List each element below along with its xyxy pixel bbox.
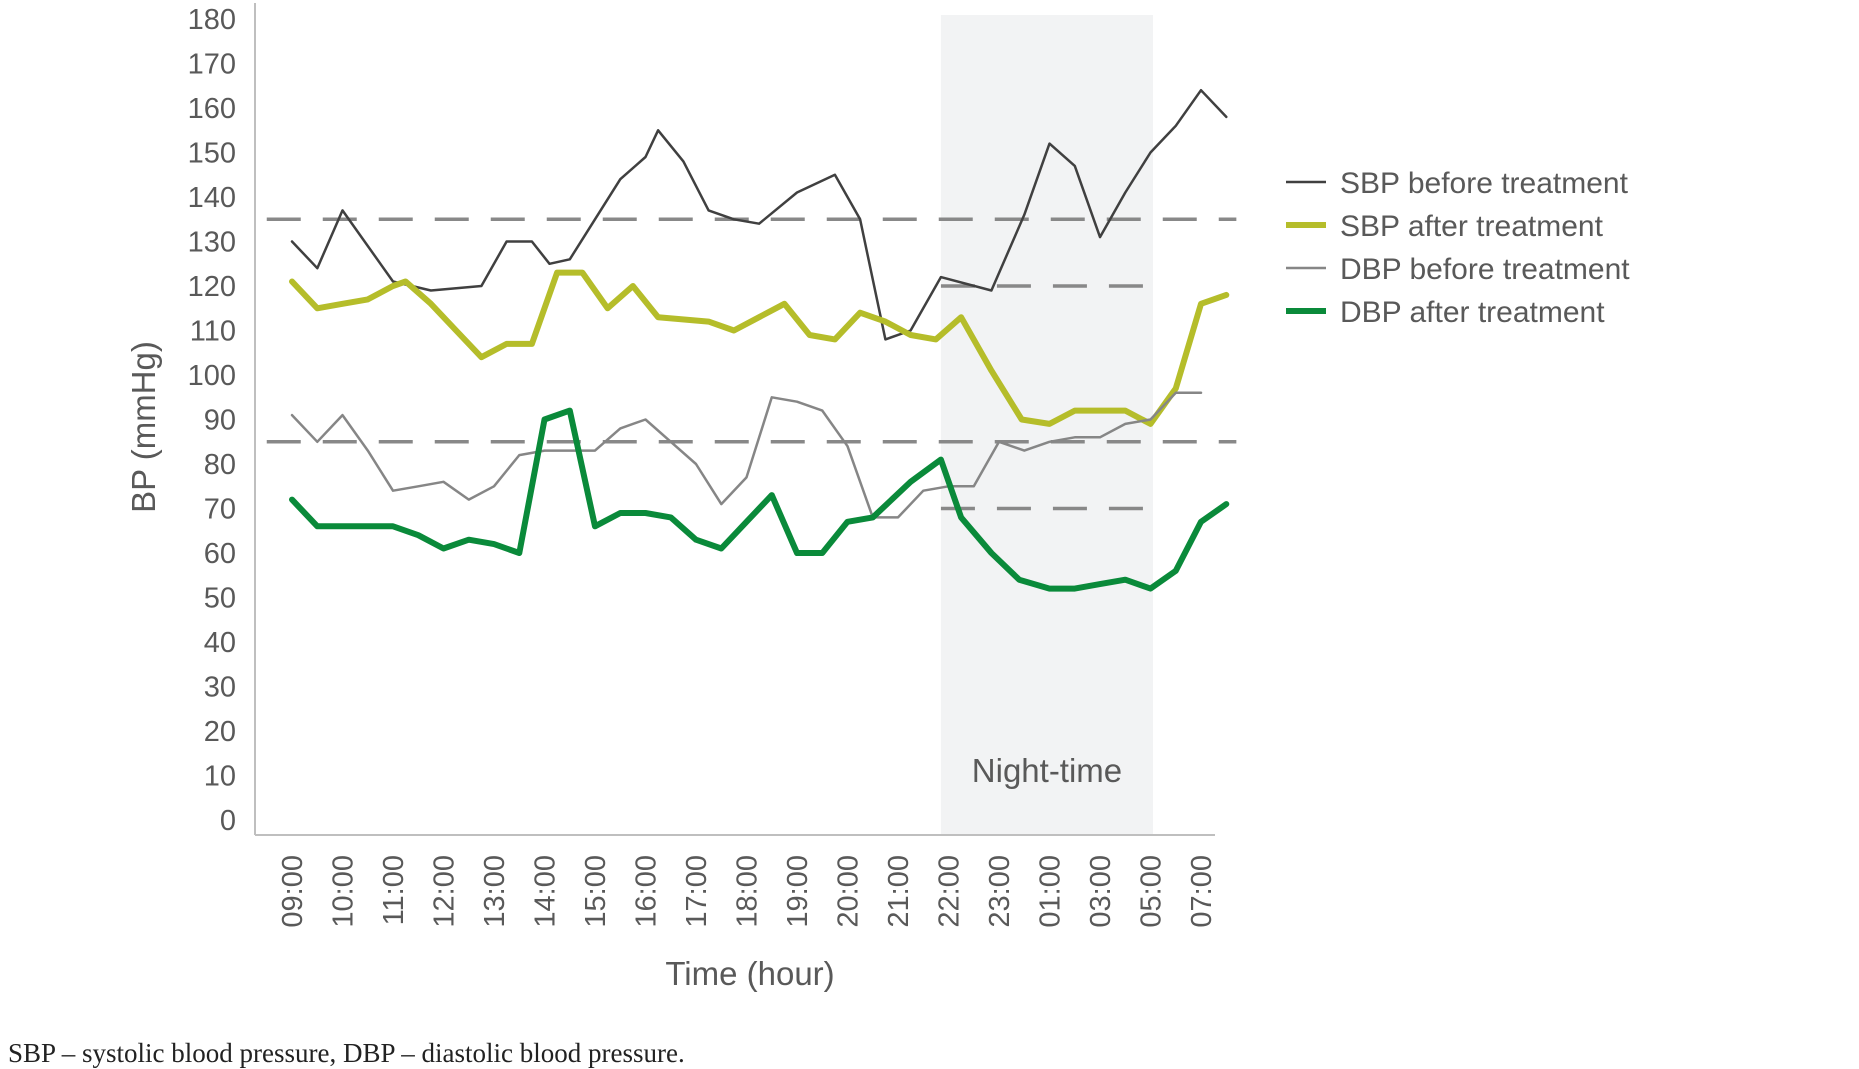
legend-label: SBP after treatment [1340, 210, 1604, 243]
y-tick-label: 170 [188, 49, 236, 81]
reference-lines [266, 217, 1237, 511]
y-tick-label: 50 [204, 583, 236, 615]
x-tick-label: 22:00 [934, 855, 966, 928]
x-tick-label: 20:00 [833, 855, 865, 928]
y-tick-label: 110 [190, 316, 236, 348]
y-tick-label: 40 [204, 627, 236, 659]
y-tick-label: 0 [220, 805, 236, 837]
y-tick-label: 70 [204, 494, 236, 526]
y-axis-ticks: 0 10 20 30 40 50 60 70 80 90 100 110 120 130 140 150 160… [188, 4, 236, 837]
x-axis-title: Time (hour) [665, 955, 834, 992]
x-tick-label: 11:00 [378, 855, 410, 925]
series-line-sbp-after-treatment [289, 269, 1230, 427]
y-tick-label: 10 [204, 761, 236, 793]
y-axis-title: BP (mmHg) [125, 341, 162, 513]
night-time-label: Night-time [972, 752, 1122, 789]
x-tick-label: 03:00 [1085, 855, 1117, 928]
x-tick-label: 10:00 [328, 855, 360, 928]
y-tick-label: 180 [188, 4, 236, 36]
legend: SBP before treatment SBP after treatment D… [1286, 167, 1630, 329]
x-axis-ticks: 09:00 10:00 11:00 12:00 13:00 14:00 15:00 16:00… [277, 855, 1218, 928]
bp-line-chart: Night-time 0 10 20 30 40 50 60 70 80 90 100 110 120 1… [125, 3, 1630, 992]
legend-label: DBP before treatment [1340, 253, 1630, 286]
y-tick-label: 120 [188, 271, 236, 303]
series-line-dbp-after-treatment [289, 407, 1230, 592]
y-tick-label: 90 [204, 405, 236, 437]
x-tick-label: 12:00 [429, 855, 461, 928]
x-tick-label: 15:00 [580, 855, 612, 928]
x-tick-label: 17:00 [681, 855, 713, 928]
series-line-dbp-before-treatment [290, 391, 1203, 519]
y-tick-label: 160 [188, 93, 236, 125]
x-tick-label: 14:00 [530, 855, 562, 928]
x-tick-label: 19:00 [782, 855, 814, 928]
x-tick-label: 07:00 [1186, 855, 1218, 928]
y-tick-label: 30 [204, 672, 236, 704]
figure-caption: SBP – systolic blood pressure, DBP – dia… [8, 1038, 685, 1068]
x-tick-label: 13:00 [479, 855, 511, 928]
y-tick-label: 20 [204, 716, 236, 748]
x-tick-label: 01:00 [1035, 855, 1067, 928]
series-lines [289, 88, 1230, 592]
y-tick-label: 140 [188, 182, 236, 214]
x-tick-label: 18:00 [732, 855, 764, 928]
x-tick-label: 09:00 [277, 855, 309, 928]
series-line-sbp-before-treatment [290, 88, 1228, 341]
x-tick-label: 05:00 [1136, 855, 1168, 928]
y-tick-label: 130 [188, 227, 236, 259]
legend-label: DBP after treatment [1340, 296, 1605, 329]
y-tick-label: 60 [204, 538, 236, 570]
x-tick-label: 23:00 [984, 855, 1016, 928]
x-tick-label: 16:00 [631, 855, 663, 928]
x-tick-label: 21:00 [883, 855, 915, 928]
y-tick-label: 80 [204, 449, 236, 481]
legend-label: SBP before treatment [1340, 167, 1629, 200]
y-tick-label: 150 [188, 138, 236, 170]
y-tick-label: 100 [188, 360, 236, 392]
